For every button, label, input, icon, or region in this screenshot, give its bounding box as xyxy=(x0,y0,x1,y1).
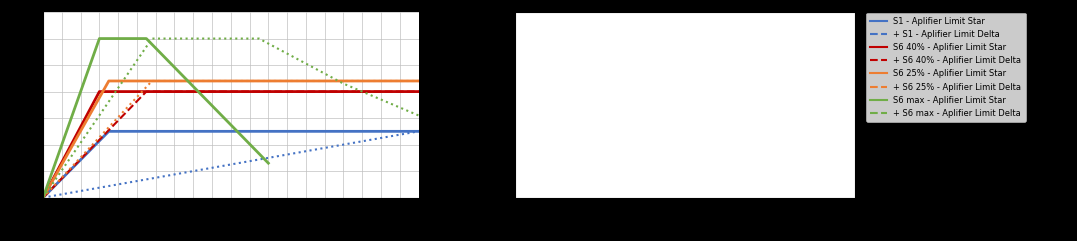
Y-axis label: Power [kW]: Power [kW] xyxy=(487,77,496,133)
Y-axis label: Power [kW]: Power [kW] xyxy=(14,77,24,133)
X-axis label: Speed [rpm]: Speed [rpm] xyxy=(655,215,716,225)
X-axis label: Speed [rpm]: Speed [rpm] xyxy=(200,215,262,225)
Legend: S1 - Aplifier Limit Star, + S1 - Aplifier Limit Delta, S6 40% - Aplifier Limit S: S1 - Aplifier Limit Star, + S1 - Aplifie… xyxy=(866,13,1025,122)
